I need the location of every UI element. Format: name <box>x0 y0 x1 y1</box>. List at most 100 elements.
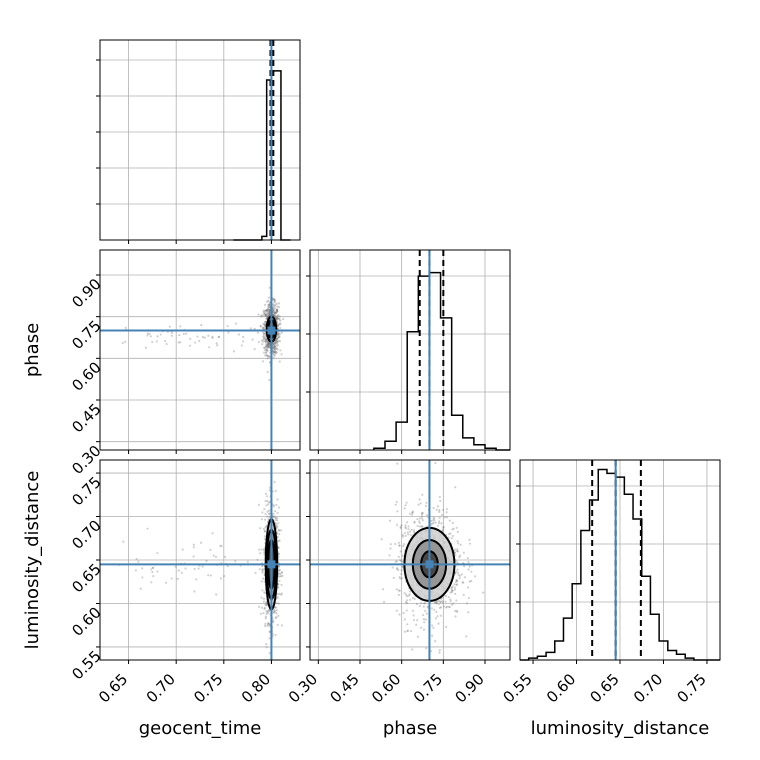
scatter-point <box>260 606 264 609</box>
scatter-point <box>262 332 265 335</box>
y-tick-label: 0.75 <box>68 317 104 353</box>
scatter-point <box>442 508 445 512</box>
scatter-point <box>268 311 271 314</box>
truth-marker <box>267 560 276 569</box>
scatter-point <box>462 581 465 584</box>
scatter-point <box>273 298 276 301</box>
scatter-point <box>263 337 266 340</box>
scatter-point <box>418 604 421 608</box>
scatter-point <box>436 524 440 527</box>
scatter-point <box>437 599 441 603</box>
scatter-point <box>276 315 279 318</box>
scatter-point <box>445 606 448 609</box>
scatter-point <box>438 516 441 519</box>
scatter-point <box>399 525 402 529</box>
scatter-point <box>467 611 470 614</box>
scatter-point <box>456 580 459 583</box>
scatter-point <box>177 569 180 572</box>
scatter-point <box>266 349 269 352</box>
scatter-point <box>394 503 397 506</box>
scatter-point <box>456 550 460 553</box>
scatter-point <box>272 620 275 623</box>
scatter-point <box>261 565 264 568</box>
scatter-point <box>397 541 400 544</box>
y-tick-label: 0.60 <box>68 603 104 639</box>
scatter-point <box>273 311 276 315</box>
scatter-point <box>277 302 281 305</box>
scatter-point <box>268 512 271 515</box>
scatter-point <box>265 601 268 604</box>
scatter-point <box>265 313 268 316</box>
scatter-point <box>266 621 270 625</box>
scatter-point <box>453 551 456 554</box>
scatter-point <box>397 568 400 571</box>
scatter-point <box>280 529 283 532</box>
scatter-point <box>268 489 271 492</box>
scatter-point <box>264 303 267 306</box>
scatter-point <box>277 614 280 617</box>
scatter-point <box>380 538 383 541</box>
scatter-point <box>265 313 268 316</box>
scatter-point <box>262 612 265 615</box>
scatter-point <box>265 348 268 351</box>
scatter-point <box>271 342 275 346</box>
scatter-point <box>458 574 461 577</box>
scatter-point <box>456 530 459 533</box>
scatter-point <box>281 574 284 577</box>
scatter-point <box>418 521 421 525</box>
scatter-point <box>425 612 428 615</box>
scatter-point <box>399 526 402 530</box>
scatter-point <box>454 580 457 584</box>
scatter-point <box>432 516 435 519</box>
scatter-point <box>262 332 266 336</box>
scatter-point <box>259 612 263 615</box>
scatter-point <box>268 378 271 382</box>
scatter-point <box>416 518 419 521</box>
scatter-point <box>455 609 458 612</box>
scatter-point <box>419 502 422 505</box>
scatter-point <box>405 501 408 504</box>
scatter-point <box>264 492 268 495</box>
scatter-point <box>263 323 267 326</box>
y-tick-label: 0.45 <box>68 400 104 436</box>
scatter-point <box>264 338 267 341</box>
scatter-point <box>141 576 144 579</box>
scatter-point <box>405 609 408 612</box>
scatter-point <box>211 532 214 535</box>
scatter-point <box>421 511 424 515</box>
scatter-point <box>274 342 277 345</box>
scatter-point <box>267 305 270 308</box>
scatter-point <box>445 516 449 519</box>
scatter-point <box>454 486 457 489</box>
scatter-point <box>458 554 462 557</box>
scatter-point <box>266 346 270 349</box>
scatter-point <box>265 504 268 507</box>
scatter-point <box>256 331 260 334</box>
scatter-point <box>277 540 280 543</box>
scatter-point <box>277 529 280 532</box>
scatter-point <box>144 346 148 349</box>
scatter-point <box>263 530 267 533</box>
scatter-point <box>262 334 265 337</box>
scatter-point <box>450 603 454 606</box>
scatter-point <box>275 347 279 350</box>
scatter-point <box>263 537 266 541</box>
scatter-point <box>434 617 437 620</box>
scatter-point <box>416 635 419 638</box>
scatter-point <box>397 593 400 597</box>
scatter-point <box>278 335 281 339</box>
scatter-point <box>264 617 267 620</box>
scatter-point <box>453 583 456 586</box>
scatter-point <box>401 535 405 538</box>
scatter-point <box>164 581 168 584</box>
scatter-point <box>278 317 281 320</box>
scatter-point <box>265 309 268 312</box>
y-axis-label-luminosity_distance: luminosity_distance <box>22 471 43 650</box>
scatter-point <box>278 569 281 572</box>
scatter-point <box>265 354 268 357</box>
scatter-point <box>265 346 269 349</box>
scatter-point <box>265 344 268 348</box>
scatter-point <box>267 308 270 311</box>
scatter-point <box>278 339 282 343</box>
scatter-point <box>263 323 266 326</box>
